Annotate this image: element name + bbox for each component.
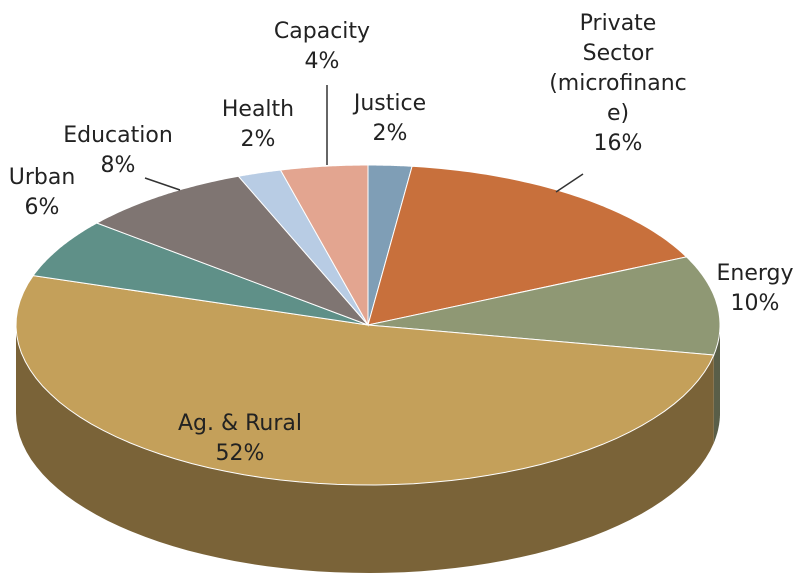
value-label: 2% bbox=[373, 121, 408, 146]
category-label: Capacity bbox=[274, 19, 370, 44]
pie-slice bbox=[32, 222, 369, 326]
value-label: 4% bbox=[305, 49, 340, 74]
category-label: Ag. & Rural bbox=[178, 411, 302, 436]
value-label: 6% bbox=[25, 195, 60, 220]
leader-line bbox=[555, 173, 584, 193]
pie-tops bbox=[15, 164, 721, 486]
value-label: 52% bbox=[216, 441, 265, 466]
category-label: Urban bbox=[9, 165, 76, 190]
pie-slice bbox=[15, 275, 715, 486]
leader-lines bbox=[144, 85, 584, 193]
category-label: Health bbox=[222, 97, 294, 122]
category-label: Education bbox=[63, 123, 173, 148]
category-label: Private Sector (microfinanc e) bbox=[549, 11, 687, 126]
value-label: 2% bbox=[241, 127, 276, 152]
leader-line bbox=[144, 177, 181, 191]
value-label: 16% bbox=[594, 131, 643, 156]
value-label: 10% bbox=[731, 291, 780, 316]
category-label: Energy bbox=[716, 261, 793, 286]
pie-side bbox=[16, 325, 714, 573]
pie-slice bbox=[95, 175, 369, 326]
pie-slice bbox=[367, 165, 688, 326]
pie-slice bbox=[279, 164, 369, 327]
pie-sides bbox=[16, 325, 720, 573]
category-label: Justice bbox=[352, 91, 426, 116]
value-label: 8% bbox=[101, 153, 136, 178]
pie-slice bbox=[367, 256, 721, 356]
labels: Justice 2% Private Sector (microfinanc e) 16% E… bbox=[9, 11, 794, 466]
pie-slice bbox=[237, 169, 369, 326]
pie-side bbox=[713, 325, 720, 443]
